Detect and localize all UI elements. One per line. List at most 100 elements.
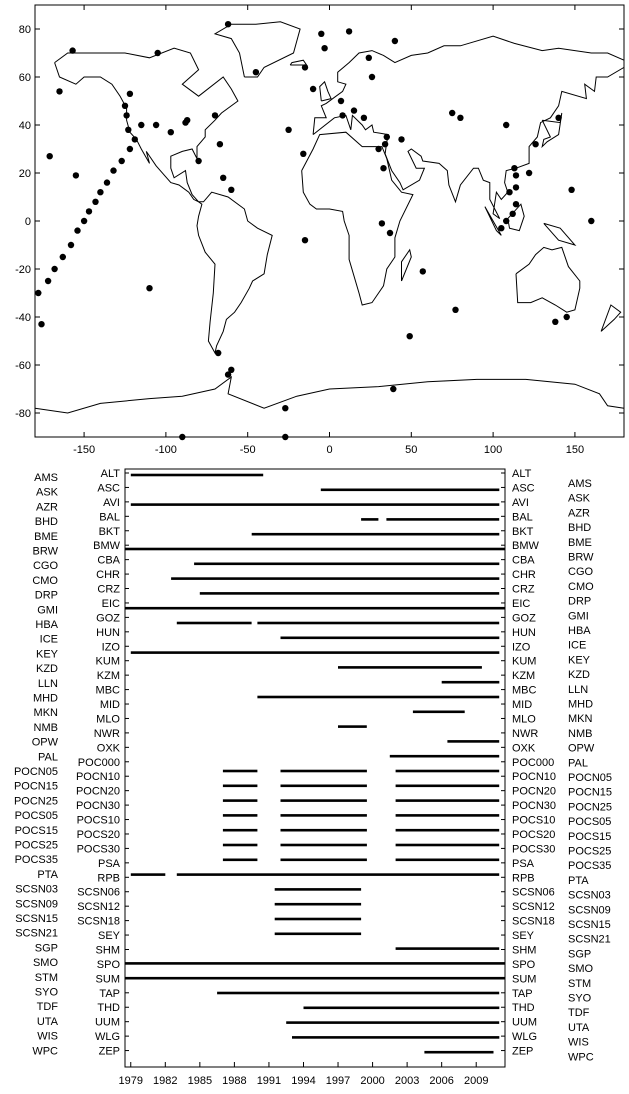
station-label-outer-right: STM: [568, 978, 591, 990]
coastlines: [34, 21, 625, 414]
station-label-inner-right: ALT: [512, 468, 532, 480]
station-label-inner-right: MID: [512, 699, 532, 711]
station-marker: [126, 145, 134, 153]
record-bar-pocs15: [280, 828, 367, 832]
station-label-outer-right: POCN25: [568, 801, 612, 813]
station-label-outer-right: MKN: [568, 713, 593, 725]
record-bar-pocs05: [395, 814, 500, 817]
station-label-left: SCSN09: [15, 898, 58, 910]
record-bar-tdf: [303, 1006, 500, 1010]
coastline-4: [515, 246, 581, 313]
station-marker: [321, 45, 328, 52]
timeline-axes: 1979 1982 1985 1988 1991 1994 1997 2000 2003 2006…: [119, 1062, 488, 1087]
record-bar-wpc: [424, 1050, 494, 1054]
station-label-left: CMO: [32, 575, 58, 587]
station-marker: [301, 237, 309, 244]
station-label-left: BRW: [33, 546, 59, 558]
station-label-inner-left: POCS20: [77, 829, 120, 841]
station-marker: [390, 385, 397, 393]
station-marker: [406, 333, 413, 340]
station-label-inner-right: POCN30: [512, 800, 556, 812]
map-y-tick-label: -20: [15, 264, 31, 276]
station-label-inner-right: SUM: [512, 973, 536, 985]
record-bar-pocn05: [280, 769, 367, 773]
map-y-tick-label: 40: [19, 120, 31, 132]
record-bar-lln: [441, 680, 500, 684]
station-marker: [555, 114, 562, 122]
station-marker: [215, 349, 222, 357]
station-label-left: KEY: [36, 648, 59, 660]
station-label-inner-right: KZM: [512, 670, 535, 682]
station-label-inner-right: SHM: [512, 944, 536, 956]
station-label-outer-right: OPW: [568, 743, 595, 755]
record-bar-pal: [389, 754, 500, 758]
station-label-inner-left: POCN20: [76, 786, 120, 798]
map-y-tick-label: 80: [19, 24, 31, 36]
station-label-inner-right: ASC: [512, 482, 535, 494]
station-marker: [337, 97, 345, 105]
station-marker: [512, 201, 520, 208]
station-label-inner-right: BAL: [512, 511, 533, 523]
station-label-inner-left: GOZ: [96, 612, 120, 624]
station-label-outer-right: UTA: [568, 1022, 590, 1034]
record-bar-pocs25: [280, 843, 367, 847]
station-label-left: KZD: [36, 663, 58, 675]
station-marker: [38, 321, 45, 328]
coastline-9: [484, 206, 502, 236]
coastline-8: [319, 80, 332, 102]
station-marker: [146, 285, 153, 292]
station-label-inner-left: WLG: [95, 1031, 120, 1043]
station-marker: [220, 174, 227, 181]
station-label-inner-right: IZO: [512, 641, 531, 653]
station-label-inner-left: RPB: [97, 872, 120, 884]
station-label-left: WPC: [32, 1045, 58, 1057]
station-label-outer-right: HBA: [568, 625, 591, 637]
station-label-inner-left: MBC: [96, 685, 121, 697]
station-marker: [375, 145, 382, 153]
station-marker: [503, 217, 510, 225]
station-label-inner-left: KZM: [97, 670, 120, 682]
record-bar-pocs25: [222, 843, 258, 847]
record-bar-mhd: [257, 695, 500, 699]
record-bar-pocn25: [395, 799, 500, 802]
record-bar-scsn03: [274, 888, 362, 891]
station-marker: [282, 433, 289, 441]
coastline-12: [401, 248, 412, 282]
station-label-left: ASK: [36, 487, 59, 499]
station-label-left: BHD: [35, 516, 58, 528]
map-x-tick-label: 0: [326, 444, 332, 456]
station-marker: [211, 112, 219, 119]
station-label-inner-left: HUN: [96, 627, 120, 639]
station-marker: [512, 184, 520, 191]
timeline-panel: 1979 1982 1985 1988 1991 1994 1997 2000 2003 2006…: [14, 468, 612, 1087]
record-bar-pocs05: [222, 814, 258, 817]
station-label-inner-right: CRZ: [512, 584, 535, 596]
station-label-inner-right: POCN20: [512, 786, 556, 798]
station-label-inner-right: KUM: [512, 656, 536, 668]
station-label-inner-left: BKT: [99, 526, 121, 538]
station-label-outer-right: GMI: [568, 610, 589, 622]
record-bar-pocs35: [395, 858, 500, 862]
record-bar-brw: [125, 547, 505, 551]
station-label-inner-right: SCSN12: [512, 901, 555, 913]
station-label-inner-left: UUM: [95, 1017, 120, 1029]
station-marker: [179, 433, 186, 441]
record-bar-bhd: [386, 518, 500, 521]
station-marker: [224, 371, 232, 378]
station-label-outer-right: WPC: [568, 1051, 594, 1063]
station-label-inner-left: OXK: [97, 742, 121, 754]
station-label-outer-right: SCSN03: [568, 890, 611, 902]
station-marker: [123, 112, 130, 119]
station-label-outer-right: AZR: [568, 507, 590, 519]
timeline-x-tick-label: 1985: [188, 1075, 212, 1087]
station-label-left: SMO: [33, 957, 59, 969]
station-marker: [228, 366, 235, 373]
station-marker: [59, 253, 66, 261]
station-marker: [381, 141, 389, 148]
station-label-inner-right: POCN10: [512, 771, 556, 783]
station-marker: [452, 306, 459, 313]
station-marker: [110, 167, 117, 174]
station-marker: [126, 90, 134, 98]
station-label-outer-right: POCN15: [568, 787, 612, 799]
station-label-inner-left: CRZ: [97, 584, 120, 596]
